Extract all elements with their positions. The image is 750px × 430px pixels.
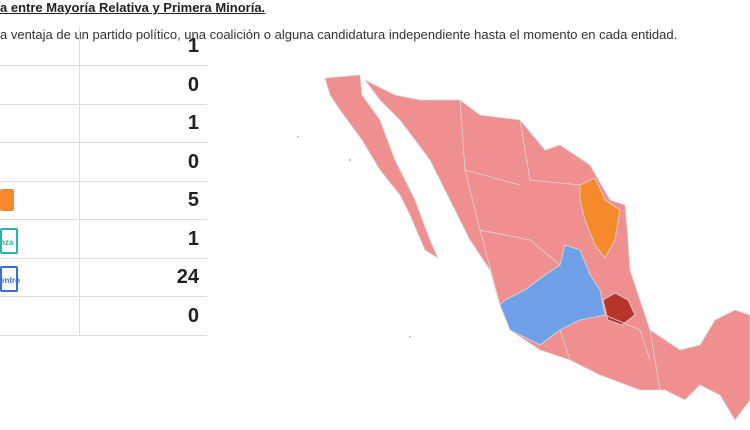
region-orange xyxy=(579,177,621,259)
column-divider xyxy=(79,104,80,142)
table-row: 1 xyxy=(0,27,207,66)
state-borders xyxy=(459,99,661,391)
island xyxy=(408,335,412,339)
column-divider xyxy=(79,27,80,65)
island xyxy=(348,158,352,162)
mainland xyxy=(364,79,750,421)
column-divider xyxy=(79,181,80,219)
table-row: 1 nza xyxy=(0,219,207,259)
party-logo xyxy=(0,266,18,292)
subtitle: a ventaja de un partido político, una co… xyxy=(0,27,678,42)
party-logo xyxy=(0,227,18,254)
seat-count: 24 xyxy=(176,266,199,288)
logo-text: entro xyxy=(0,276,20,285)
table-row: 5 xyxy=(0,181,207,220)
seat-count: 1 xyxy=(187,227,199,250)
seat-count: 1 xyxy=(187,112,199,134)
island xyxy=(296,135,300,139)
party-logo xyxy=(0,189,14,211)
seat-count: 0 xyxy=(187,304,199,327)
column-divider xyxy=(79,296,80,335)
table-row: 24 entro xyxy=(0,258,207,297)
seat-count: 0 xyxy=(187,150,199,173)
column-divider xyxy=(79,258,80,296)
column-divider xyxy=(79,219,80,258)
seat-count: 1 xyxy=(187,35,199,57)
column-divider xyxy=(79,65,80,104)
table-row: 1 xyxy=(0,104,207,143)
column-divider xyxy=(79,142,80,181)
baja-peninsula xyxy=(324,74,439,260)
table-row: 0 xyxy=(0,142,207,182)
table-row: 0 xyxy=(0,296,207,336)
seat-count: 0 xyxy=(187,73,199,96)
region-blue xyxy=(499,244,606,346)
logo-text: nza xyxy=(0,237,14,247)
table-row: 0 xyxy=(0,65,207,105)
region-darkred xyxy=(602,292,636,326)
title: a entre Mayoría Relativa y Primera Minor… xyxy=(0,0,266,15)
seat-count: 5 xyxy=(187,189,199,211)
